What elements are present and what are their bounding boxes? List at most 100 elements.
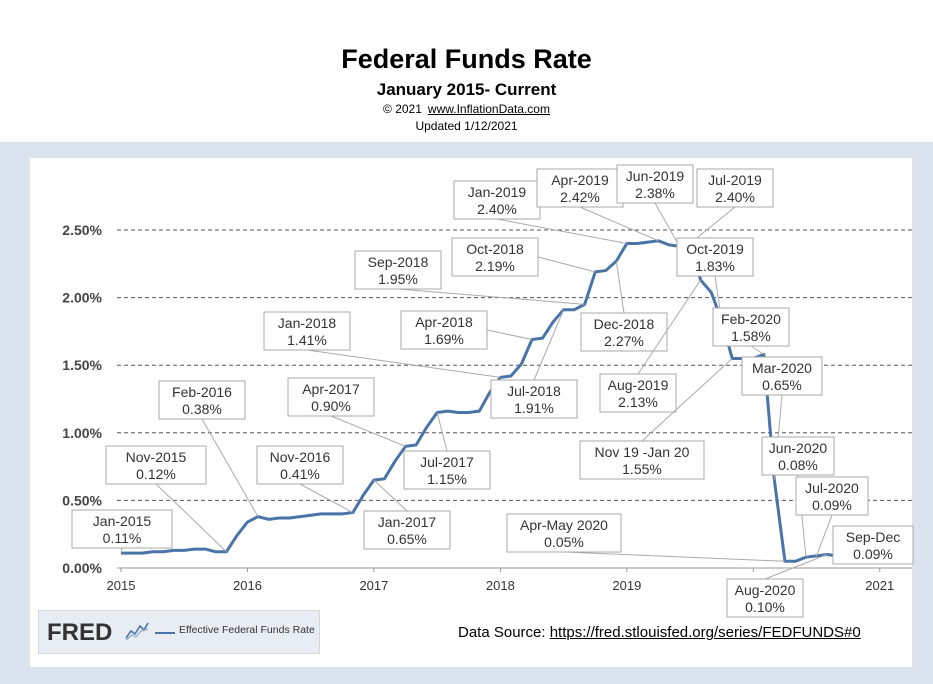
callout-date-label: Apr-2017 [302,381,360,397]
callout-value-label: 2.40% [715,189,755,205]
callout-leader-line [436,412,448,452]
callout-leader-line [750,345,765,355]
data-source-link[interactable]: https://fred.stlouisfed.org/series/FEDFU… [549,624,861,641]
callout-date-label: Jan-2017 [378,514,437,530]
callout-box [453,180,541,220]
callout-value-label: 0.05% [544,534,584,550]
callout-value-label: 0.90% [311,398,351,414]
callout-date-label: Aug-2019 [608,377,669,393]
x-tick-label: 2017 [359,578,388,593]
callout-leader-line [299,483,354,514]
callout-date-label: Sep-2018 [368,254,429,270]
callout-date-label: Nov 19 -Jan 20 [595,444,690,460]
data-source-prefix: Data Source: [458,624,550,641]
callout-box [158,380,246,420]
callout-leader-line [373,479,408,512]
callout-date-label: Oct-2018 [466,241,524,257]
callout-leader-line [654,202,680,247]
callout-value-label: 0.65% [387,531,427,547]
callout-value-label: 0.65% [762,377,802,393]
callout-box [105,445,207,485]
callout-date-label: Jul-2017 [420,454,474,470]
callout-box [712,307,790,347]
callout-value-label: 0.38% [182,401,222,417]
x-tick-label: 2018 [486,578,515,593]
callout-leader-line [201,418,259,517]
site-url-link[interactable]: www.InflationData.com [427,102,550,116]
data-source: Data Source: https://fred.stlouisfed.org… [458,624,861,641]
chart-title: Federal Funds Rate [341,44,592,74]
y-tick-label: 2.50% [62,222,102,238]
callout-box [287,377,375,417]
callout-date-label: Jan-2015 [93,513,152,529]
callout-value-label: 1.69% [424,331,464,347]
callout-box [256,445,344,485]
callout-value-label: 0.08% [778,457,818,473]
fred-logo: FRED [47,619,113,646]
callout-value-label: 1.91% [514,400,554,416]
x-tick-label: 2015 [107,578,136,593]
callout-box [741,356,823,396]
callout-box [616,164,694,204]
callout-value-label: 0.11% [103,530,142,546]
callout-box [536,168,624,208]
callout-date-label: Jun-2019 [626,168,685,184]
chart-subtitle: January 2015- Current [376,80,557,99]
callout-leader-line [764,554,828,580]
y-tick-label: 1.50% [62,357,102,373]
callout-date-label: Apr-2019 [551,172,609,188]
callout-value-label: 1.58% [731,328,771,344]
callout-leader-line [641,358,733,442]
callout-date-label: Jan-2018 [278,315,337,331]
callout-value-label: 1.15% [427,471,467,487]
callout-box [761,436,835,476]
callout-value-label: 0.09% [853,546,893,562]
x-tick-label: 2019 [612,578,641,593]
callout-box [579,440,705,480]
callout-value-label: 2.13% [618,394,658,410]
callout-date-label: Nov-2015 [126,449,187,465]
callout-value-label: 0.10% [745,599,785,615]
copyright-text: © 2021 [383,102,422,116]
callout-value-label: 1.95% [378,271,418,287]
callout-box [363,510,451,550]
callout-value-label: 2.19% [475,258,515,274]
x-tick-label: 2021 [865,578,894,593]
callout-date-label: Jun-2020 [769,440,828,456]
callout-box [451,237,539,277]
callout-box [580,312,668,352]
callout-value-label: 2.42% [560,189,600,205]
legend-label: Effective Federal Funds Rate [179,624,315,636]
callout-date-label: Jul-2018 [507,383,561,399]
callout-date-label: Jul-2019 [708,172,762,188]
callout-date-label: Apr-2018 [415,314,473,330]
y-tick-label: 1.00% [62,425,102,441]
callout-leader-line [397,288,585,305]
callout-date-label: Feb-2016 [172,384,232,400]
callout-date-label: Apr-May 2020 [520,517,608,533]
fred-graph-icon [125,622,149,641]
updated-date: Updated 1/12/2021 [415,119,518,133]
callout-value-label: 0.41% [280,466,320,482]
callout-value-label: 0.09% [812,497,852,513]
callout-box [696,168,774,208]
callout-leader-line [689,206,736,244]
callout-leader-line [579,206,659,242]
callout-value-label: 0.12% [136,466,176,482]
